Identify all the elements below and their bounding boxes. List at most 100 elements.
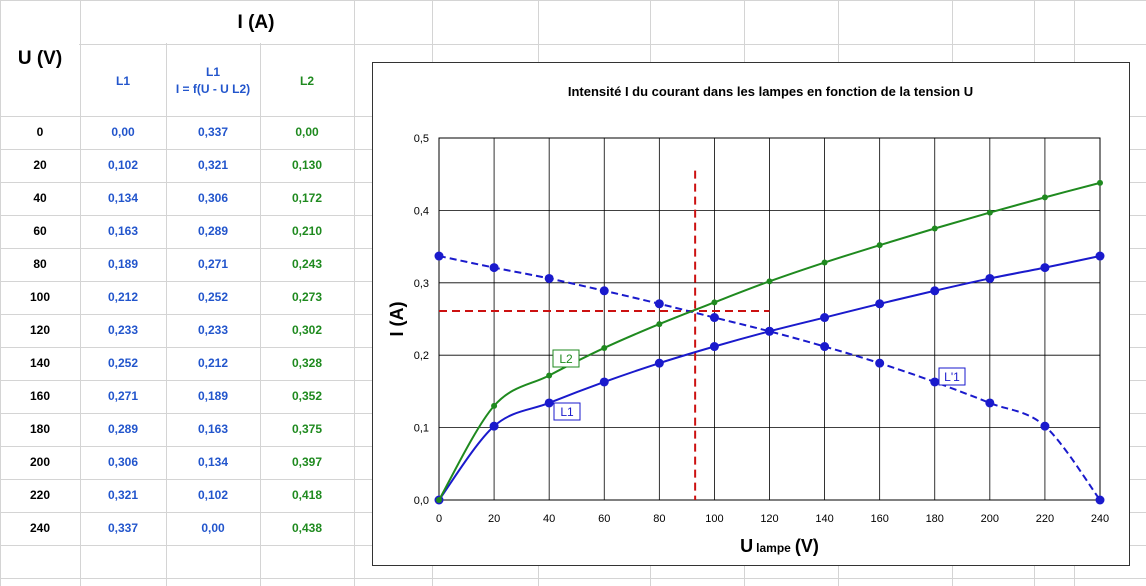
- row-l2-value: 0,302: [291, 323, 323, 337]
- x-tick-label: 80: [653, 513, 665, 525]
- point-l1: [1040, 421, 1050, 431]
- point-l1: [930, 286, 940, 296]
- row-u-value: 80: [33, 257, 47, 271]
- label-l2-box: [552, 349, 580, 368]
- row-u-value: 40: [33, 191, 47, 205]
- point-l1: [930, 377, 940, 387]
- col-header-l1f-line2: I = f(U - U L2): [175, 82, 251, 96]
- x-tick-label: 40: [543, 513, 555, 525]
- x-tick-label: 180: [926, 513, 944, 525]
- row-l1-value: 0,102: [107, 158, 139, 172]
- point-l1: [985, 273, 995, 283]
- point-l2: [546, 372, 553, 379]
- point-l1: [599, 377, 609, 387]
- chart-svg: Intensité I du courant dans les lampes e…: [387, 84, 1109, 556]
- x-tick-label: 140: [815, 513, 833, 525]
- row-l1-value: 0,00: [111, 125, 135, 139]
- x-tick-label: 160: [870, 513, 888, 525]
- y-tick-label: 0,1: [414, 423, 429, 435]
- point-l2: [1097, 179, 1103, 186]
- point-l1: [654, 299, 664, 309]
- row-l1-value: 0,271: [107, 389, 139, 403]
- x-tick-label: 60: [598, 513, 610, 525]
- row-u-value: 240: [29, 521, 51, 535]
- label-l1-box: [553, 402, 581, 421]
- point-l2: [656, 321, 663, 328]
- point-l2: [986, 209, 993, 216]
- point-l1: [544, 398, 554, 408]
- row-l1f-value: 0,321: [197, 158, 229, 172]
- point-l2: [436, 497, 442, 503]
- col-header-l1: L1: [115, 74, 130, 88]
- point-l2: [1041, 194, 1048, 201]
- col-header-l1f-line1: L1: [205, 65, 220, 79]
- point-l2: [876, 242, 883, 249]
- point-l2: [491, 402, 498, 409]
- x-tick-label: 220: [1036, 513, 1054, 525]
- point-l1: [765, 326, 774, 336]
- y-tick-label: 0,0: [414, 495, 429, 507]
- row-l1f-value: 0,252: [197, 290, 229, 304]
- row-l2-value: 0,172: [291, 191, 323, 205]
- row-l1-value: 0,289: [107, 422, 139, 436]
- label-l2-text: L2: [559, 352, 573, 366]
- row-l1-value: 0,321: [107, 488, 139, 502]
- row-l1-value: 0,134: [107, 191, 139, 205]
- label-l1prime: L'1: [938, 367, 966, 386]
- point-l1: [489, 421, 499, 431]
- i-header: I (A): [237, 12, 275, 33]
- row-l2-value: 0,328: [291, 356, 323, 370]
- y-tick-label: 0,5: [414, 133, 429, 145]
- u-header: U (V): [17, 48, 63, 69]
- row-u-value: 160: [29, 389, 51, 403]
- row-l1-value: 0,252: [107, 356, 139, 370]
- row-l2-value: 0,243: [291, 257, 323, 271]
- row-l1f-value: 0,212: [197, 356, 229, 370]
- point-l2: [601, 344, 608, 351]
- row-u-value: 180: [29, 422, 51, 436]
- x-tick-label: 20: [488, 513, 500, 525]
- row-l2-value: 0,130: [291, 158, 323, 172]
- point-l1: [489, 263, 499, 273]
- merged-u-header-bg: [1, 1, 79, 115]
- row-u-value: 120: [29, 323, 51, 337]
- point-l1: [1095, 495, 1105, 505]
- plot-frame: [438, 137, 1101, 501]
- row-l1-value: 0,233: [107, 323, 139, 337]
- point-l1: [709, 313, 719, 323]
- point-l1: [709, 342, 719, 352]
- point-l2: [766, 278, 773, 285]
- point-l1: [654, 358, 664, 368]
- point-l1: [1095, 251, 1105, 261]
- row-u-value: 220: [29, 488, 51, 502]
- row-l1f-value: 0,134: [197, 455, 229, 469]
- point-l2: [821, 259, 828, 266]
- row-l1-value: 0,306: [107, 455, 139, 469]
- point-l1: [820, 313, 830, 323]
- row-l1f-value: 0,306: [197, 191, 229, 205]
- row-l2-value: 0,438: [291, 521, 323, 535]
- row-l1f-value: 0,271: [197, 257, 229, 271]
- chart-panel: Intensité I du courant dans les lampes e…: [372, 62, 1130, 566]
- row-u-value: 60: [33, 224, 47, 238]
- point-l1: [599, 286, 609, 296]
- row-l2-value: 0,418: [291, 488, 323, 502]
- row-l2-value: 0,352: [291, 389, 323, 403]
- point-l2: [931, 225, 938, 232]
- row-u-value: 140: [29, 356, 51, 370]
- row-l1-value: 0,212: [107, 290, 139, 304]
- row-u-value: 20: [33, 158, 47, 172]
- row-l1f-value: 0,233: [197, 323, 229, 337]
- label-l1prime-box: [938, 367, 966, 386]
- row-l2-value: 0,375: [291, 422, 323, 436]
- row-l2-value: 0,00: [295, 125, 319, 139]
- row-l1f-value: 0,102: [197, 488, 229, 502]
- point-l1: [875, 299, 885, 309]
- point-l1: [1040, 263, 1050, 273]
- chart-title: Intensité I du courant dans les lampes e…: [568, 84, 973, 99]
- merged-header-bg: [81, 1, 353, 43]
- row-l1f-value: 0,337: [197, 125, 229, 139]
- row-l1f-value: 0,189: [197, 389, 229, 403]
- row-l2-value: 0,397: [291, 455, 323, 469]
